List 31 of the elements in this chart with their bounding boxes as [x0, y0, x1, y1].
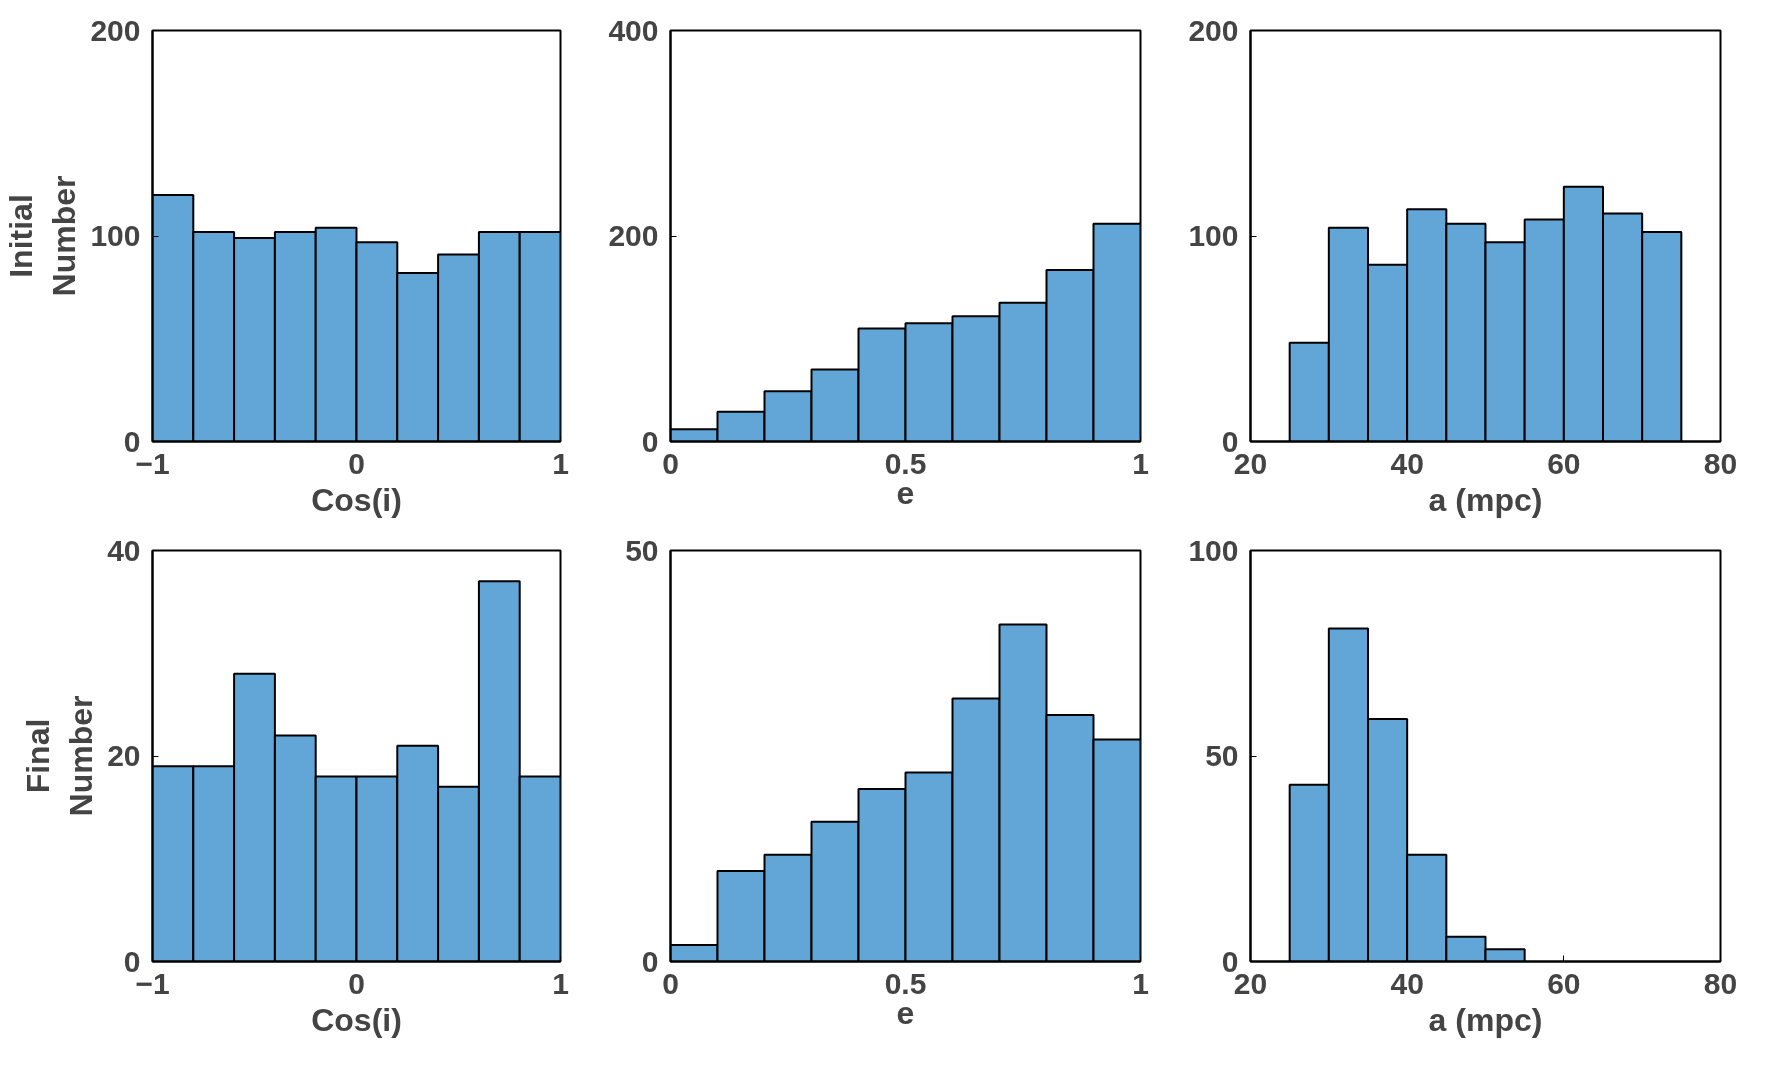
y-tick-label: 40: [107, 533, 141, 567]
x-tick-label: 60: [1547, 966, 1581, 1000]
x-axis-title: a (mpc): [1428, 1001, 1543, 1038]
x-tick-label: 0: [348, 966, 365, 1000]
y-tick-label: 100: [1188, 533, 1239, 567]
y-tick-label: 0: [641, 944, 659, 978]
x-tick-label: 1: [552, 446, 569, 480]
x-tick-label: 1: [1132, 446, 1149, 480]
x-axis-title: Cos(i): [311, 481, 402, 518]
x-tick-label: 1: [1132, 966, 1149, 1000]
y-tick-label: 50: [625, 533, 659, 567]
y-tick-label: 100: [1188, 219, 1239, 252]
x-tick-label: 40: [1390, 966, 1424, 1000]
x-tick-label: 0: [348, 446, 365, 480]
y-axis-title: Final Number: [19, 695, 100, 817]
y-tick-label: 0: [641, 424, 659, 458]
x-tick-label: 1: [552, 966, 569, 1000]
y-tick-label: 200: [608, 219, 659, 252]
x-tick-label: 80: [1703, 446, 1738, 480]
y-tick-label: 200: [1188, 13, 1239, 47]
y-tick-label: 200: [90, 13, 141, 47]
y-tick-label: 50: [1205, 739, 1239, 772]
x-tick-label: 40: [1390, 446, 1424, 480]
y-axis-title: Initial Number: [3, 175, 83, 297]
y-tick-label: 400: [608, 13, 659, 47]
x-tick-label: 80: [1703, 966, 1738, 1000]
x-axis-title: Cos(i): [311, 1001, 402, 1038]
y-tick-label: 20: [107, 739, 141, 772]
y-tick-label: 100: [90, 219, 141, 252]
x-tick-label: 60: [1547, 446, 1581, 480]
x-axis-title: a (mpc): [1428, 481, 1543, 518]
